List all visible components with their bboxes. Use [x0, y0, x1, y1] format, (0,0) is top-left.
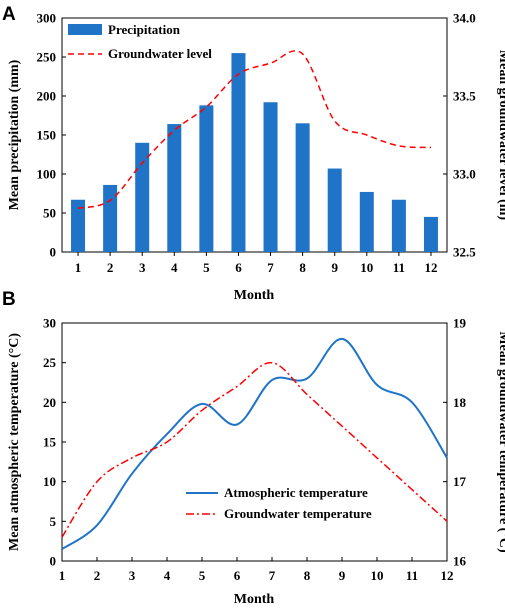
legend-label-groundwater-temperature: Groundwater temperature	[224, 506, 372, 521]
x-tick-label: 10	[371, 568, 384, 583]
right-y-tick-label: 18	[453, 395, 467, 410]
temperature-lines	[61, 337, 448, 550]
x-tick-label: 4	[171, 260, 178, 275]
x-tick-label: 7	[269, 568, 276, 583]
x-tick-label: 2	[107, 260, 114, 275]
panel-a-left-y-axis-title: Mean precipitation (mm)	[7, 59, 22, 210]
legend-label-groundwater-level: Groundwater level	[108, 46, 212, 61]
left-y-tick-label: 30	[43, 316, 56, 331]
left-y-tick-label: 0	[50, 245, 57, 260]
legend-label-precipitation: Precipitation	[108, 22, 181, 37]
x-tick-label: 3	[139, 260, 146, 275]
groundwater-level-series	[77, 50, 432, 210]
x-tick-label: 11	[406, 568, 418, 583]
precipitation-bar-month-5	[199, 105, 214, 252]
atmospheric-temperature-series	[61, 337, 448, 550]
left-y-tick-label: 300	[37, 11, 57, 26]
x-tick-label: 5	[203, 260, 210, 275]
x-tick-label: 12	[441, 568, 454, 583]
x-tick-label: 6	[234, 568, 241, 583]
x-tick-label: 5	[199, 568, 206, 583]
right-y-tick-label: 33.5	[453, 89, 476, 104]
panel-a-legend: Precipitation Groundwater level	[68, 22, 212, 61]
panel-a-x-axis-title: Month	[234, 288, 275, 303]
left-y-tick-label: 15	[43, 435, 57, 450]
panel-a-right-y-ticks: 32.5 33.0 33.5 34.0	[443, 11, 476, 260]
precipitation-bar-month-10	[359, 191, 374, 252]
panel-b-x-axis-title: Month	[234, 592, 275, 607]
panel-b-right-y-axis-title: Mean groundwater temperature (°C)	[496, 331, 505, 553]
x-tick-label: 12	[424, 260, 437, 275]
x-tick-label: 10	[360, 260, 373, 275]
panel-b-left-y-ticks: 0 5 10 15 20 25 30	[43, 316, 66, 569]
panel-a-label: A	[2, 4, 16, 25]
precipitation-bar-month-3	[135, 142, 150, 252]
panel-b-left-y-axis-title: Mean atmospheric temperature (°C)	[7, 333, 22, 551]
panel-b-x-ticks: 1 2 3 4 5 6 7 8 9 10 11 12	[59, 557, 454, 583]
precipitation-bar-month-9	[327, 168, 342, 252]
x-tick-label: 11	[393, 260, 405, 275]
precipitation-bar-month-8	[295, 123, 310, 252]
panel-b-right-y-ticks: 16 17 18 19	[443, 316, 467, 569]
left-y-tick-label: 250	[37, 50, 57, 65]
right-y-tick-label: 34.0	[453, 11, 476, 26]
x-tick-label: 7	[267, 260, 274, 275]
x-tick-label: 9	[331, 260, 338, 275]
left-y-tick-label: 25	[43, 355, 57, 370]
precipitation-bars	[71, 53, 438, 253]
left-y-tick-label: 200	[37, 89, 57, 104]
right-y-tick-label: 32.5	[453, 245, 476, 260]
left-y-tick-label: 0	[50, 554, 57, 569]
x-tick-label: 8	[304, 568, 311, 583]
right-y-tick-label: 33.0	[453, 167, 476, 182]
x-tick-label: 8	[299, 260, 306, 275]
precipitation-bar-month-7	[263, 102, 278, 253]
x-tick-label: 3	[129, 568, 136, 583]
left-y-tick-label: 5	[50, 514, 57, 529]
left-y-tick-label: 20	[43, 395, 56, 410]
right-y-tick-label: 19	[453, 316, 467, 331]
groundwater-temperature-series	[61, 361, 448, 538]
panel-b-legend: Atmospheric temperature Groundwater temp…	[186, 485, 372, 521]
left-y-tick-label: 50	[43, 206, 56, 221]
groundwater-level-line	[77, 50, 432, 210]
left-y-tick-label: 150	[37, 128, 57, 143]
panel-b-plot-frame	[61, 322, 448, 562]
x-tick-label: 4	[164, 568, 171, 583]
panel-a-x-ticks: 1 2 3 4 5 6 7 8 9 10 11 12	[75, 252, 437, 275]
legend-label-atmospheric-temperature: Atmospheric temperature	[224, 485, 368, 500]
panel-a-right-y-axis-title: Mean groundwater level (m)	[496, 50, 505, 221]
left-y-tick-label: 10	[43, 474, 56, 489]
precipitation-bar-month-2	[103, 184, 118, 252]
x-tick-label: 1	[59, 568, 66, 583]
panel-a-left-y-ticks: 0 50 100 150 200 250 300	[37, 11, 66, 260]
right-y-tick-label: 16	[453, 554, 467, 569]
x-tick-label: 9	[339, 568, 346, 583]
right-y-tick-label: 17	[453, 474, 467, 489]
legend-swatch-precipitation	[68, 24, 102, 35]
left-y-tick-label: 100	[37, 167, 57, 182]
precipitation-bar-month-4	[167, 124, 182, 252]
precipitation-bar-month-11	[391, 199, 406, 252]
x-tick-label: 1	[75, 260, 82, 275]
panel-b-label: B	[2, 289, 16, 310]
precipitation-bar-month-12	[423, 216, 438, 252]
x-tick-label: 6	[235, 260, 242, 275]
precipitation-bar-month-1	[71, 199, 86, 252]
precipitation-bar-month-6	[231, 53, 246, 252]
x-tick-label: 2	[94, 568, 101, 583]
